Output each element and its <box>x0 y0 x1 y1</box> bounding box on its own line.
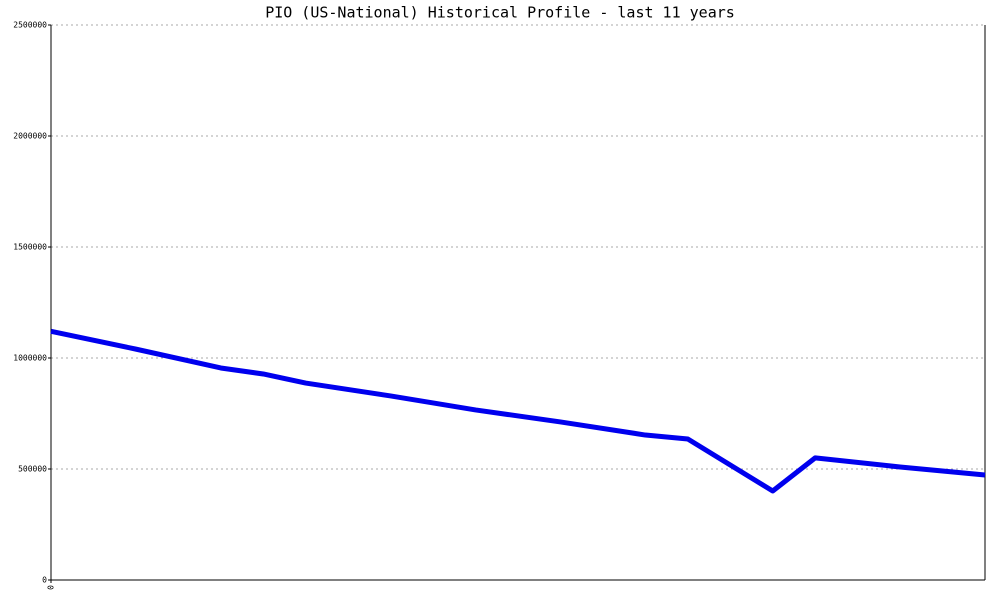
y-tick-label: 2000000 <box>13 132 47 141</box>
y-tick-label: 500000 <box>18 465 47 474</box>
y-tick-label: 1000000 <box>13 354 47 363</box>
x-tick-label: 0 <box>47 585 56 590</box>
y-tick-label: 2500000 <box>13 21 47 30</box>
data-line <box>50 328 986 494</box>
y-tick-label: 1500000 <box>13 243 47 252</box>
chart-title: PIO (US-National) Historical Profile - l… <box>265 4 735 22</box>
y-tick-label: 0 <box>42 576 47 585</box>
